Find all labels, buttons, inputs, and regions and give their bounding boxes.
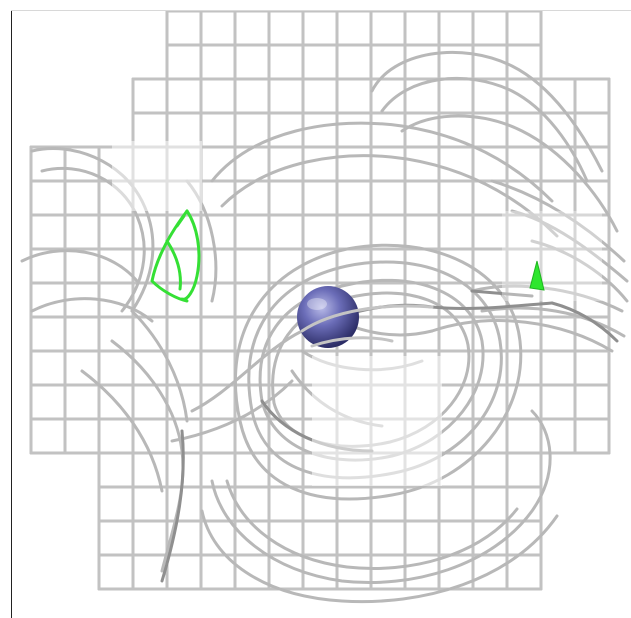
- electron-density-mesh-render[interactable]: [12, 11, 631, 618]
- green-density-contour: [152, 211, 199, 301]
